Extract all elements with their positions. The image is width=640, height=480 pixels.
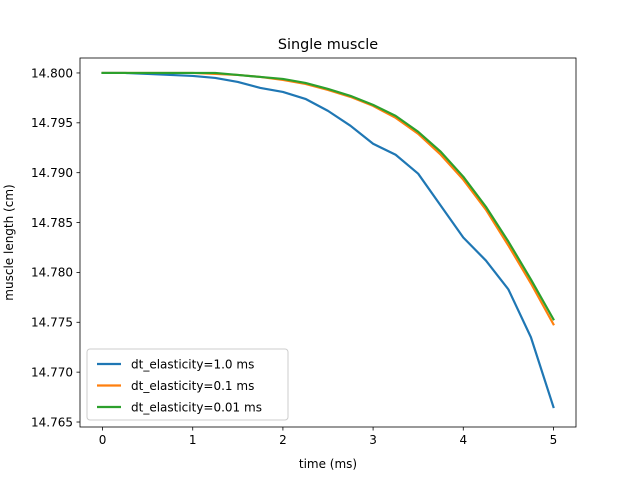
y-axis: 14.765 14.770 14.775 14.780 14.785 14.790 14.7… — [31, 66, 80, 429]
legend-box — [86, 348, 289, 421]
y-tick-label: 14.785 — [31, 216, 73, 230]
x-tick-label: 0 — [99, 433, 107, 447]
x-tick-label: 1 — [189, 433, 197, 447]
y-tick-label: 14.780 — [31, 266, 73, 280]
x-tick-label: 2 — [279, 433, 287, 447]
y-tick-label: 14.770 — [31, 365, 73, 379]
x-tick-label: 3 — [369, 433, 377, 447]
legend-label: dt_elasticity=1.0 ms — [131, 357, 254, 371]
x-tick-label: 5 — [550, 433, 558, 447]
y-tick-label: 14.775 — [31, 316, 73, 330]
legend: dt_elasticity=1.0 ms dt_elasticity=0.1 ms… — [86, 348, 289, 421]
legend-label: dt_elasticity=0.01 ms — [131, 400, 262, 414]
x-tick-label: 4 — [459, 433, 467, 447]
x-axis: 0 1 2 3 4 5 — [99, 427, 558, 447]
y-axis-label: muscle length (cm) — [2, 184, 16, 300]
y-tick-label: 14.800 — [31, 66, 73, 80]
legend-label: dt_elasticity=0.1 ms — [131, 379, 254, 393]
x-axis-label: time (ms) — [299, 457, 357, 471]
y-tick-label: 14.790 — [31, 166, 73, 180]
y-tick-label: 14.795 — [31, 116, 73, 130]
plot-frame — [79, 57, 577, 428]
series-layer — [101, 71, 555, 409]
series-line-3 — [101, 71, 555, 321]
y-tick-label: 14.765 — [31, 415, 73, 429]
chart-title: Single muscle — [278, 37, 378, 53]
series-line-1 — [101, 71, 555, 409]
